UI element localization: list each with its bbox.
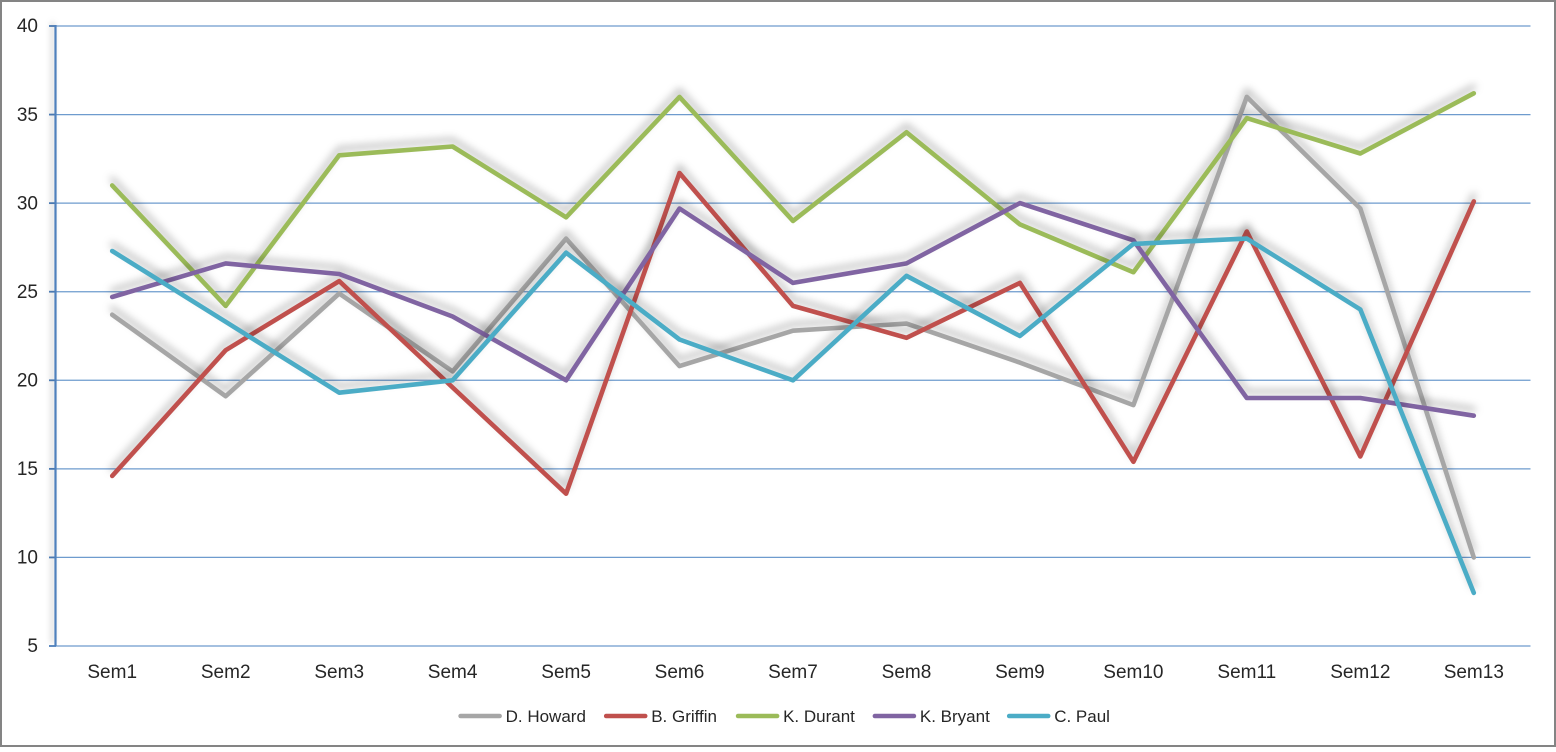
svg-text:B. Griffin: B. Griffin xyxy=(651,707,717,726)
svg-text:Sem12: Sem12 xyxy=(1330,662,1390,683)
svg-text:K. Durant: K. Durant xyxy=(783,707,855,726)
svg-text:Sem1: Sem1 xyxy=(87,662,137,683)
svg-text:Sem8: Sem8 xyxy=(882,662,932,683)
svg-text:Sem7: Sem7 xyxy=(768,662,818,683)
svg-text:20: 20 xyxy=(17,371,38,392)
svg-text:40: 40 xyxy=(17,16,38,37)
svg-text:5: 5 xyxy=(27,636,38,657)
svg-text:Sem4: Sem4 xyxy=(428,662,478,683)
svg-text:Sem3: Sem3 xyxy=(314,662,364,683)
svg-text:Sem2: Sem2 xyxy=(201,662,251,683)
svg-text:Sem11: Sem11 xyxy=(1217,662,1276,683)
svg-text:C. Paul: C. Paul xyxy=(1054,707,1110,726)
svg-text:30: 30 xyxy=(17,193,38,214)
svg-text:D. Howard: D. Howard xyxy=(506,707,586,726)
svg-text:25: 25 xyxy=(17,282,38,303)
svg-text:Sem6: Sem6 xyxy=(655,662,705,683)
svg-text:15: 15 xyxy=(17,459,38,480)
svg-text:Sem10: Sem10 xyxy=(1103,662,1163,683)
svg-text:Sem13: Sem13 xyxy=(1444,662,1504,683)
svg-text:Sem5: Sem5 xyxy=(541,662,591,683)
svg-text:Sem9: Sem9 xyxy=(995,662,1045,683)
svg-text:K. Bryant: K. Bryant xyxy=(920,707,990,726)
svg-text:35: 35 xyxy=(17,105,38,126)
svg-text:10: 10 xyxy=(17,548,38,569)
